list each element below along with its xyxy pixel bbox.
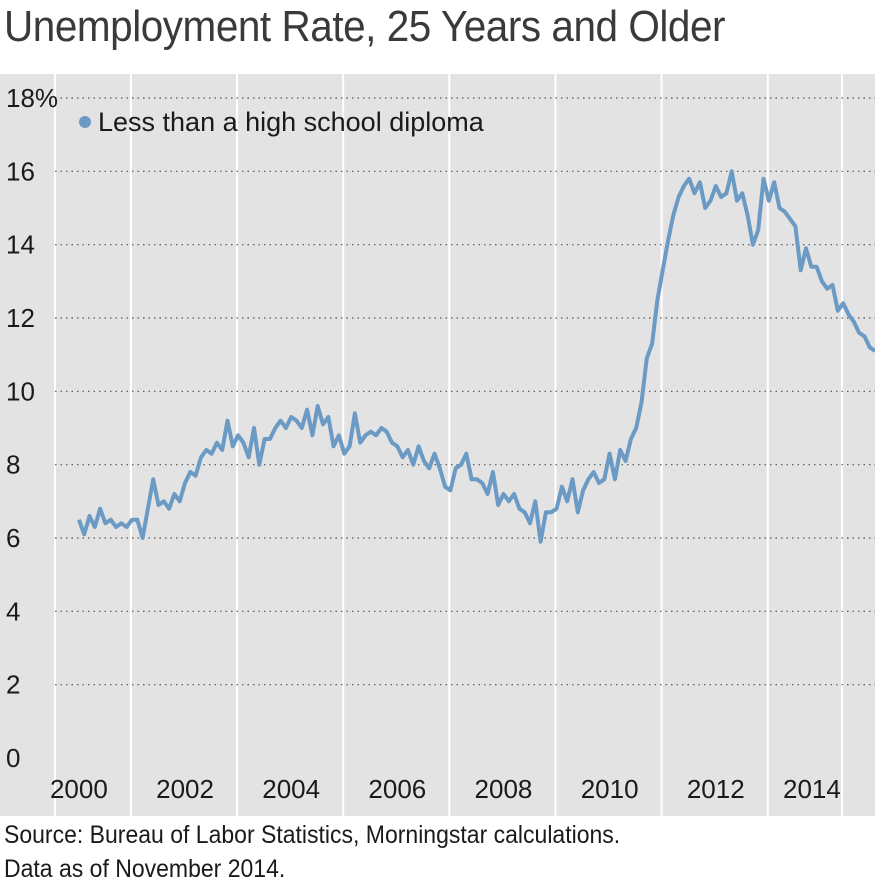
data-date-line: Data as of November 2014. <box>4 855 286 883</box>
x-tick-label: 2002 <box>156 774 214 804</box>
y-tick-label: 0 <box>6 743 20 773</box>
y-tick-label: 4 <box>6 596 20 626</box>
legend-marker <box>79 116 91 128</box>
y-axis-ticks: 0 2 4 6 8 10 12 14 16 18% <box>6 83 58 773</box>
x-axis-ticks: 2000 2002 2004 2006 2008 2010 2012 2014 <box>50 774 841 804</box>
chart-title: Unemployment Rate, 25 Years and Older <box>4 2 726 51</box>
x-tick-label: 2008 <box>475 774 533 804</box>
series-lines <box>77 169 875 544</box>
horizontal-gridlines <box>55 97 875 686</box>
y-tick-label: 10 <box>6 376 35 406</box>
y-tick-label: 16 <box>6 156 35 186</box>
legend-label: Less than a high school diploma <box>98 107 485 137</box>
y-tick-label: 12 <box>6 303 35 333</box>
x-tick-label: 2014 <box>783 774 841 804</box>
legend: Less than a high school diploma <box>79 107 485 137</box>
plot-background <box>0 74 875 816</box>
source-line: Source: Bureau of Labor Statistics, Morn… <box>4 821 621 849</box>
y-tick-label: 18% <box>6 83 58 113</box>
x-tick-label: 2000 <box>50 774 108 804</box>
y-tick-label: 8 <box>6 450 20 480</box>
x-tick-label: 2006 <box>368 774 426 804</box>
y-tick-label: 2 <box>6 670 20 700</box>
x-tick-label: 2004 <box>262 774 320 804</box>
source-note: Source: Bureau of Labor Statistics, Morn… <box>4 818 620 886</box>
x-tick-label: 2012 <box>687 774 745 804</box>
series-line <box>77 169 875 544</box>
x-tick-label: 2010 <box>581 774 639 804</box>
y-tick-label: 6 <box>6 523 20 553</box>
y-tick-label: 14 <box>6 230 35 260</box>
